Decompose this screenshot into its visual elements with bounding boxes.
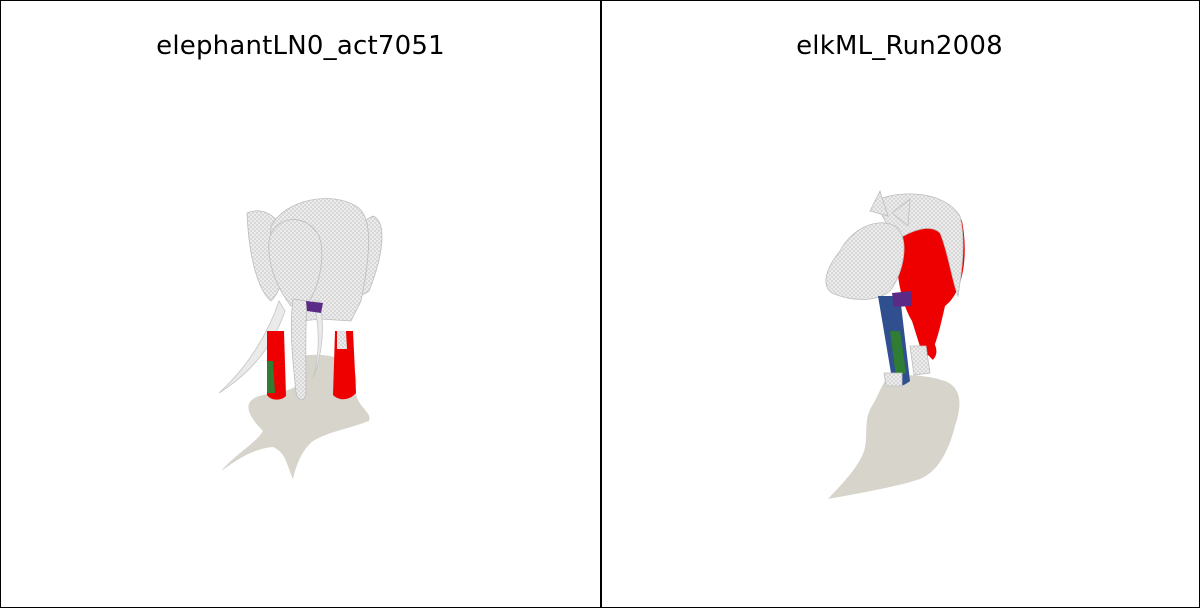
- panel-elk: elkML_Run2008: [600, 1, 1199, 607]
- panel-divider: [600, 1, 602, 607]
- elephant-mesh: [218, 198, 383, 401]
- panel-elephant: elephantLN0_act7051: [1, 1, 600, 607]
- elephant-render: [218, 198, 383, 479]
- elk-render: [825, 189, 965, 499]
- elk-shadow: [828, 375, 960, 499]
- elk-mesh: [825, 189, 965, 387]
- panel-title-elk: elkML_Run2008: [796, 31, 1003, 61]
- panel-title-elephant: elephantLN0_act7051: [156, 31, 445, 61]
- elephant-shadow: [221, 354, 370, 479]
